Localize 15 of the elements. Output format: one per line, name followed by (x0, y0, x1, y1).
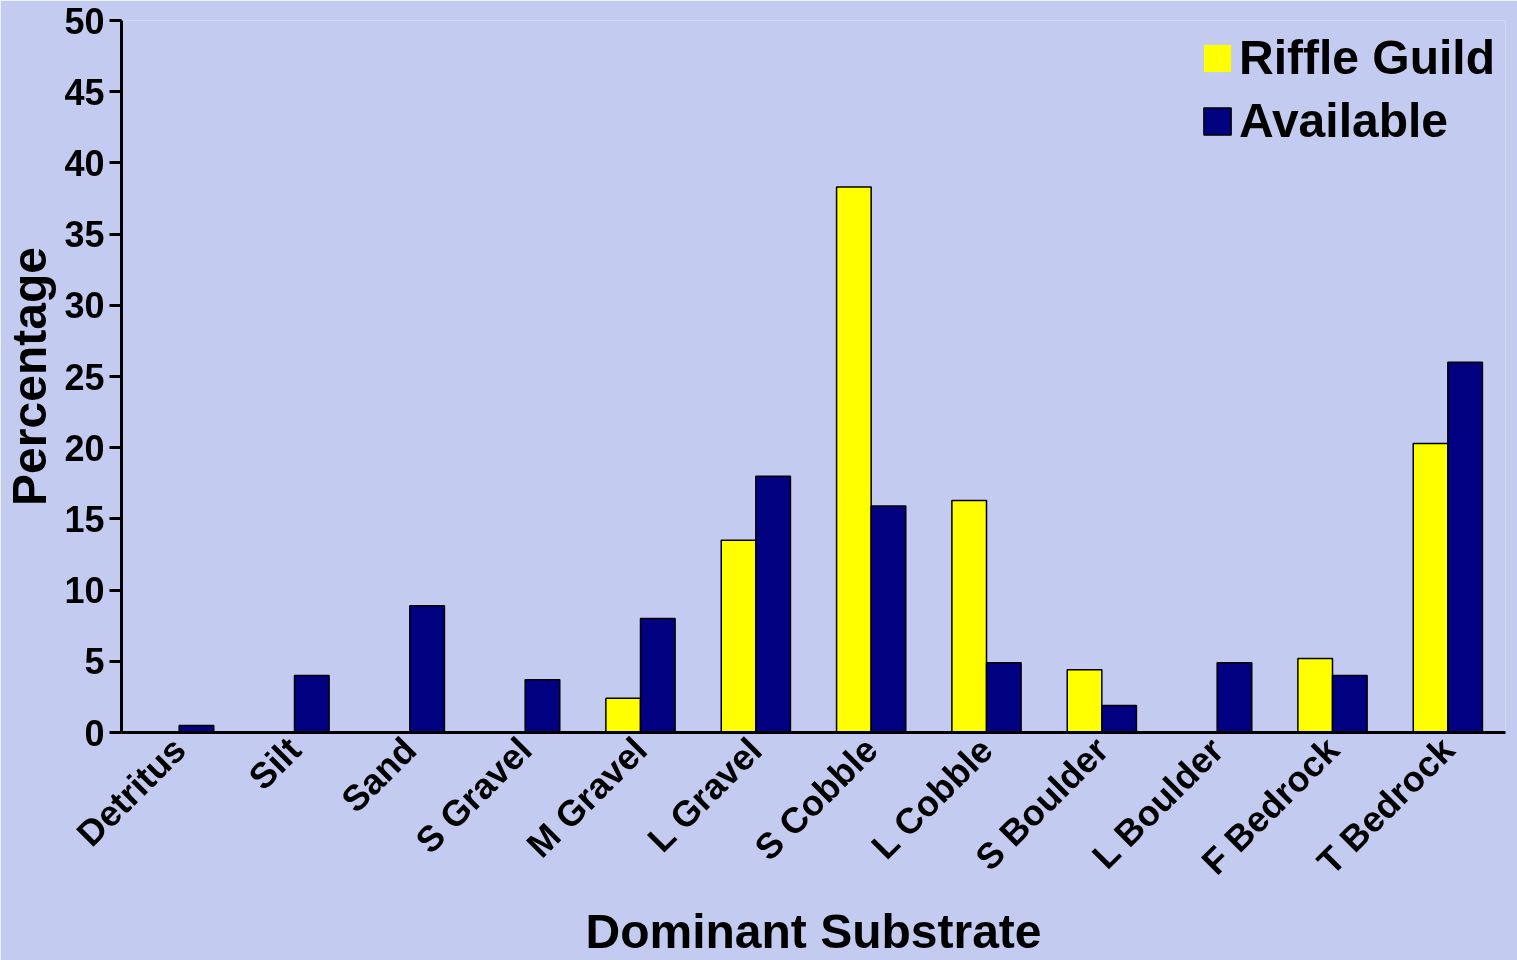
y-tick-label: 50 (64, 0, 105, 42)
x-tick-label: Silt (240, 728, 309, 798)
y-tick-label: 45 (64, 71, 105, 113)
y-tick-label: 30 (64, 285, 105, 327)
y-tick-label: 35 (64, 214, 105, 256)
x-axis-title: Dominant Substrate (585, 904, 1042, 958)
y-tick-label: 5 (84, 641, 105, 683)
y-tick-label: 40 (64, 142, 105, 184)
legend-label: Riffle Guild (1239, 30, 1495, 85)
y-tick-label: 10 (64, 570, 105, 612)
y-tick-label: 20 (64, 427, 105, 469)
y-tick-label: 25 (64, 356, 105, 398)
legend-label: Available (1239, 93, 1449, 148)
y-tick-label: 15 (64, 498, 105, 540)
y-axis-title: Percentage (3, 247, 57, 506)
